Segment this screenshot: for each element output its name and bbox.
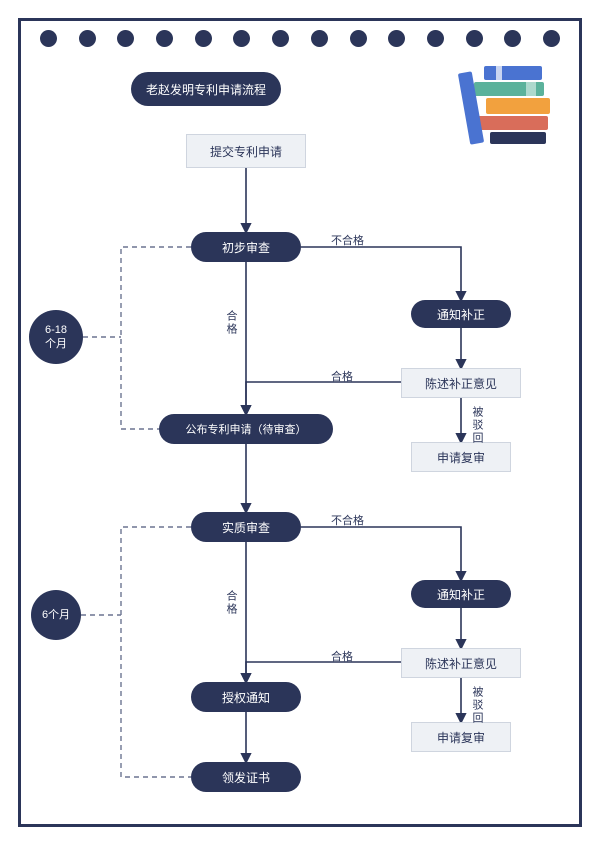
header-dot	[388, 30, 405, 47]
header-dot	[79, 30, 96, 47]
header-dot	[311, 30, 328, 47]
edge	[301, 527, 461, 580]
node-state2: 陈述补正意见	[401, 648, 521, 678]
header-dot	[504, 30, 521, 47]
edge	[246, 662, 401, 682]
node-subst: 实质审查	[191, 512, 301, 542]
node-submit: 提交专利申请	[186, 134, 306, 168]
header-dot	[156, 30, 173, 47]
edge-label: 合格	[223, 310, 239, 336]
node-badge1: 6-18 个月	[29, 310, 83, 364]
header-dot	[350, 30, 367, 47]
header-dot	[272, 30, 289, 47]
node-notify1: 通知补正	[411, 300, 511, 328]
books-decoration	[456, 60, 566, 150]
node-publish: 公布专利申请（待审查）	[159, 414, 333, 444]
header-dots	[40, 30, 560, 47]
header-dot	[543, 30, 560, 47]
node-notify2: 通知补正	[411, 580, 511, 608]
header-dot	[427, 30, 444, 47]
header-dot	[466, 30, 483, 47]
header-dot	[195, 30, 212, 47]
node-prelim: 初步审查	[191, 232, 301, 262]
node-cert: 领发证书	[191, 762, 301, 792]
flowchart-canvas: 老赵发明专利申请流程提交专利申请初步审查通知补正陈述补正意见申请复审公布专利申请…	[21, 62, 579, 822]
edge-label: 合格	[331, 648, 353, 664]
node-title: 老赵发明专利申请流程	[131, 72, 281, 106]
edge	[301, 247, 461, 300]
node-grant: 授权通知	[191, 682, 301, 712]
edge-label: 被驳回	[469, 686, 485, 725]
edge-label: 合格	[223, 590, 239, 616]
node-badge2: 6个月	[31, 590, 81, 640]
node-appeal1: 申请复审	[411, 442, 511, 472]
edge-label: 被驳回	[469, 406, 485, 445]
header-dot	[233, 30, 250, 47]
node-appeal2: 申请复审	[411, 722, 511, 752]
edge	[121, 247, 191, 429]
edge	[246, 382, 401, 414]
edge-label: 不合格	[331, 512, 364, 528]
edge-label: 不合格	[331, 232, 364, 248]
edge	[121, 527, 191, 777]
node-state1: 陈述补正意见	[401, 368, 521, 398]
header-dot	[40, 30, 57, 47]
header-dot	[117, 30, 134, 47]
edge-label: 合格	[331, 368, 353, 384]
